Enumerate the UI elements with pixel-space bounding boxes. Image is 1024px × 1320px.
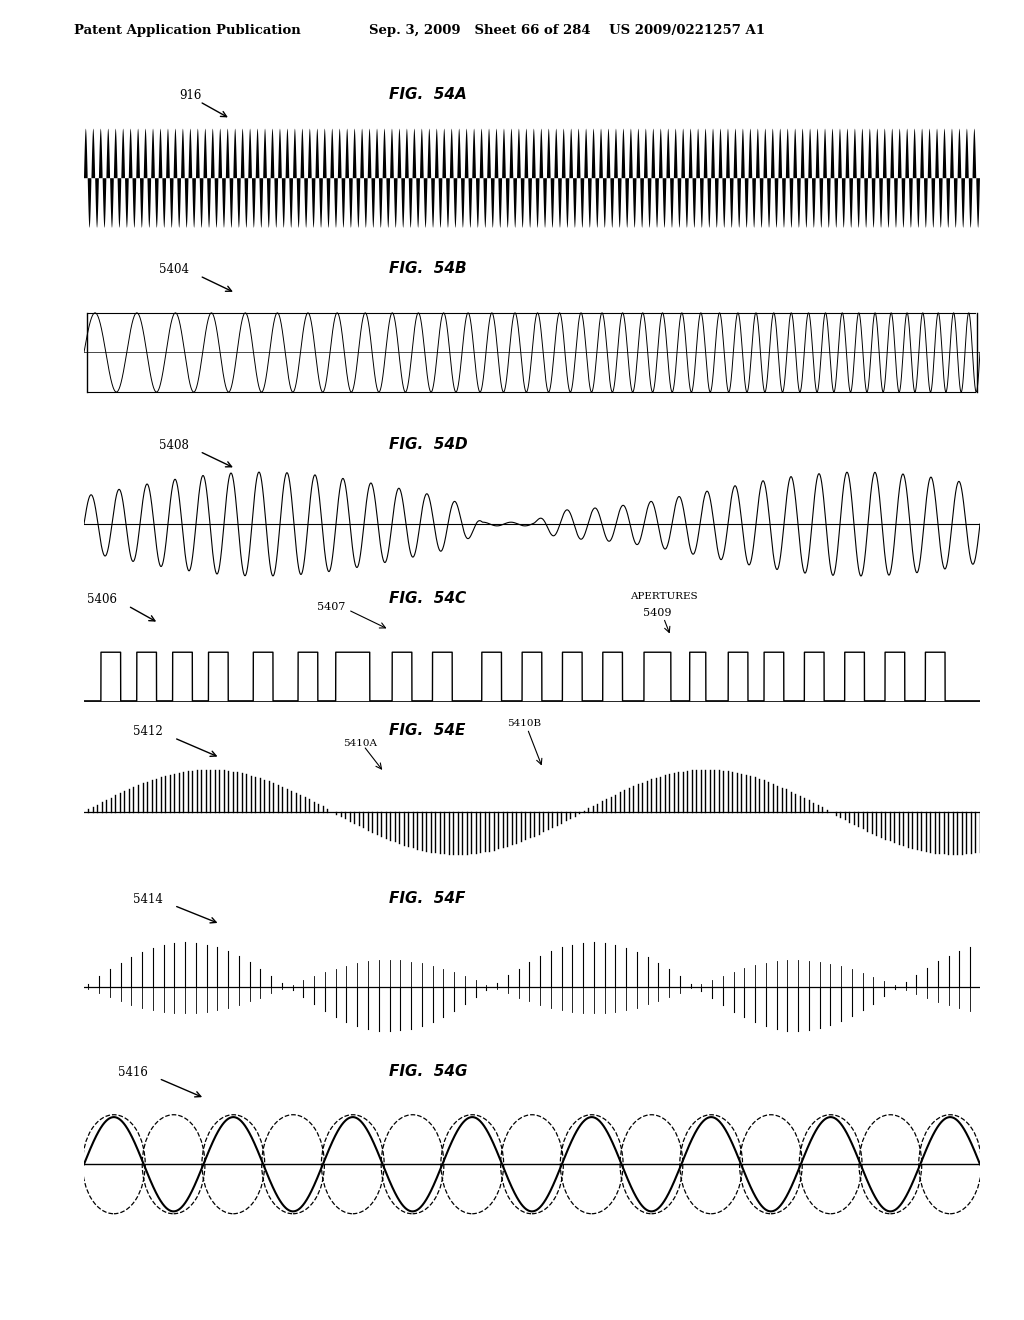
Text: 5408: 5408: [159, 438, 188, 451]
Text: 5414: 5414: [133, 892, 163, 906]
Text: 5412: 5412: [133, 725, 163, 738]
Text: 5410A: 5410A: [343, 739, 377, 748]
Text: FIG.  54G: FIG. 54G: [389, 1064, 468, 1078]
Text: APERTURES: APERTURES: [630, 593, 697, 602]
Text: FIG.  54D: FIG. 54D: [389, 437, 468, 451]
Text: Sep. 3, 2009   Sheet 66 of 284    US 2009/0221257 A1: Sep. 3, 2009 Sheet 66 of 284 US 2009/022…: [369, 24, 765, 37]
Text: 5404: 5404: [159, 263, 188, 276]
Text: 5406: 5406: [87, 593, 117, 606]
Text: 916: 916: [179, 88, 202, 102]
Text: 5416: 5416: [118, 1065, 147, 1078]
Text: FIG.  54A: FIG. 54A: [389, 87, 467, 102]
Text: 5409: 5409: [643, 609, 672, 619]
Text: FIG.  54C: FIG. 54C: [389, 591, 466, 606]
Text: FIG.  54F: FIG. 54F: [389, 891, 466, 906]
Text: 5410B: 5410B: [507, 719, 541, 729]
Text: FIG.  54E: FIG. 54E: [389, 723, 466, 738]
Text: 5407: 5407: [317, 602, 346, 612]
Text: Patent Application Publication: Patent Application Publication: [74, 24, 300, 37]
Text: FIG.  54B: FIG. 54B: [389, 261, 467, 276]
